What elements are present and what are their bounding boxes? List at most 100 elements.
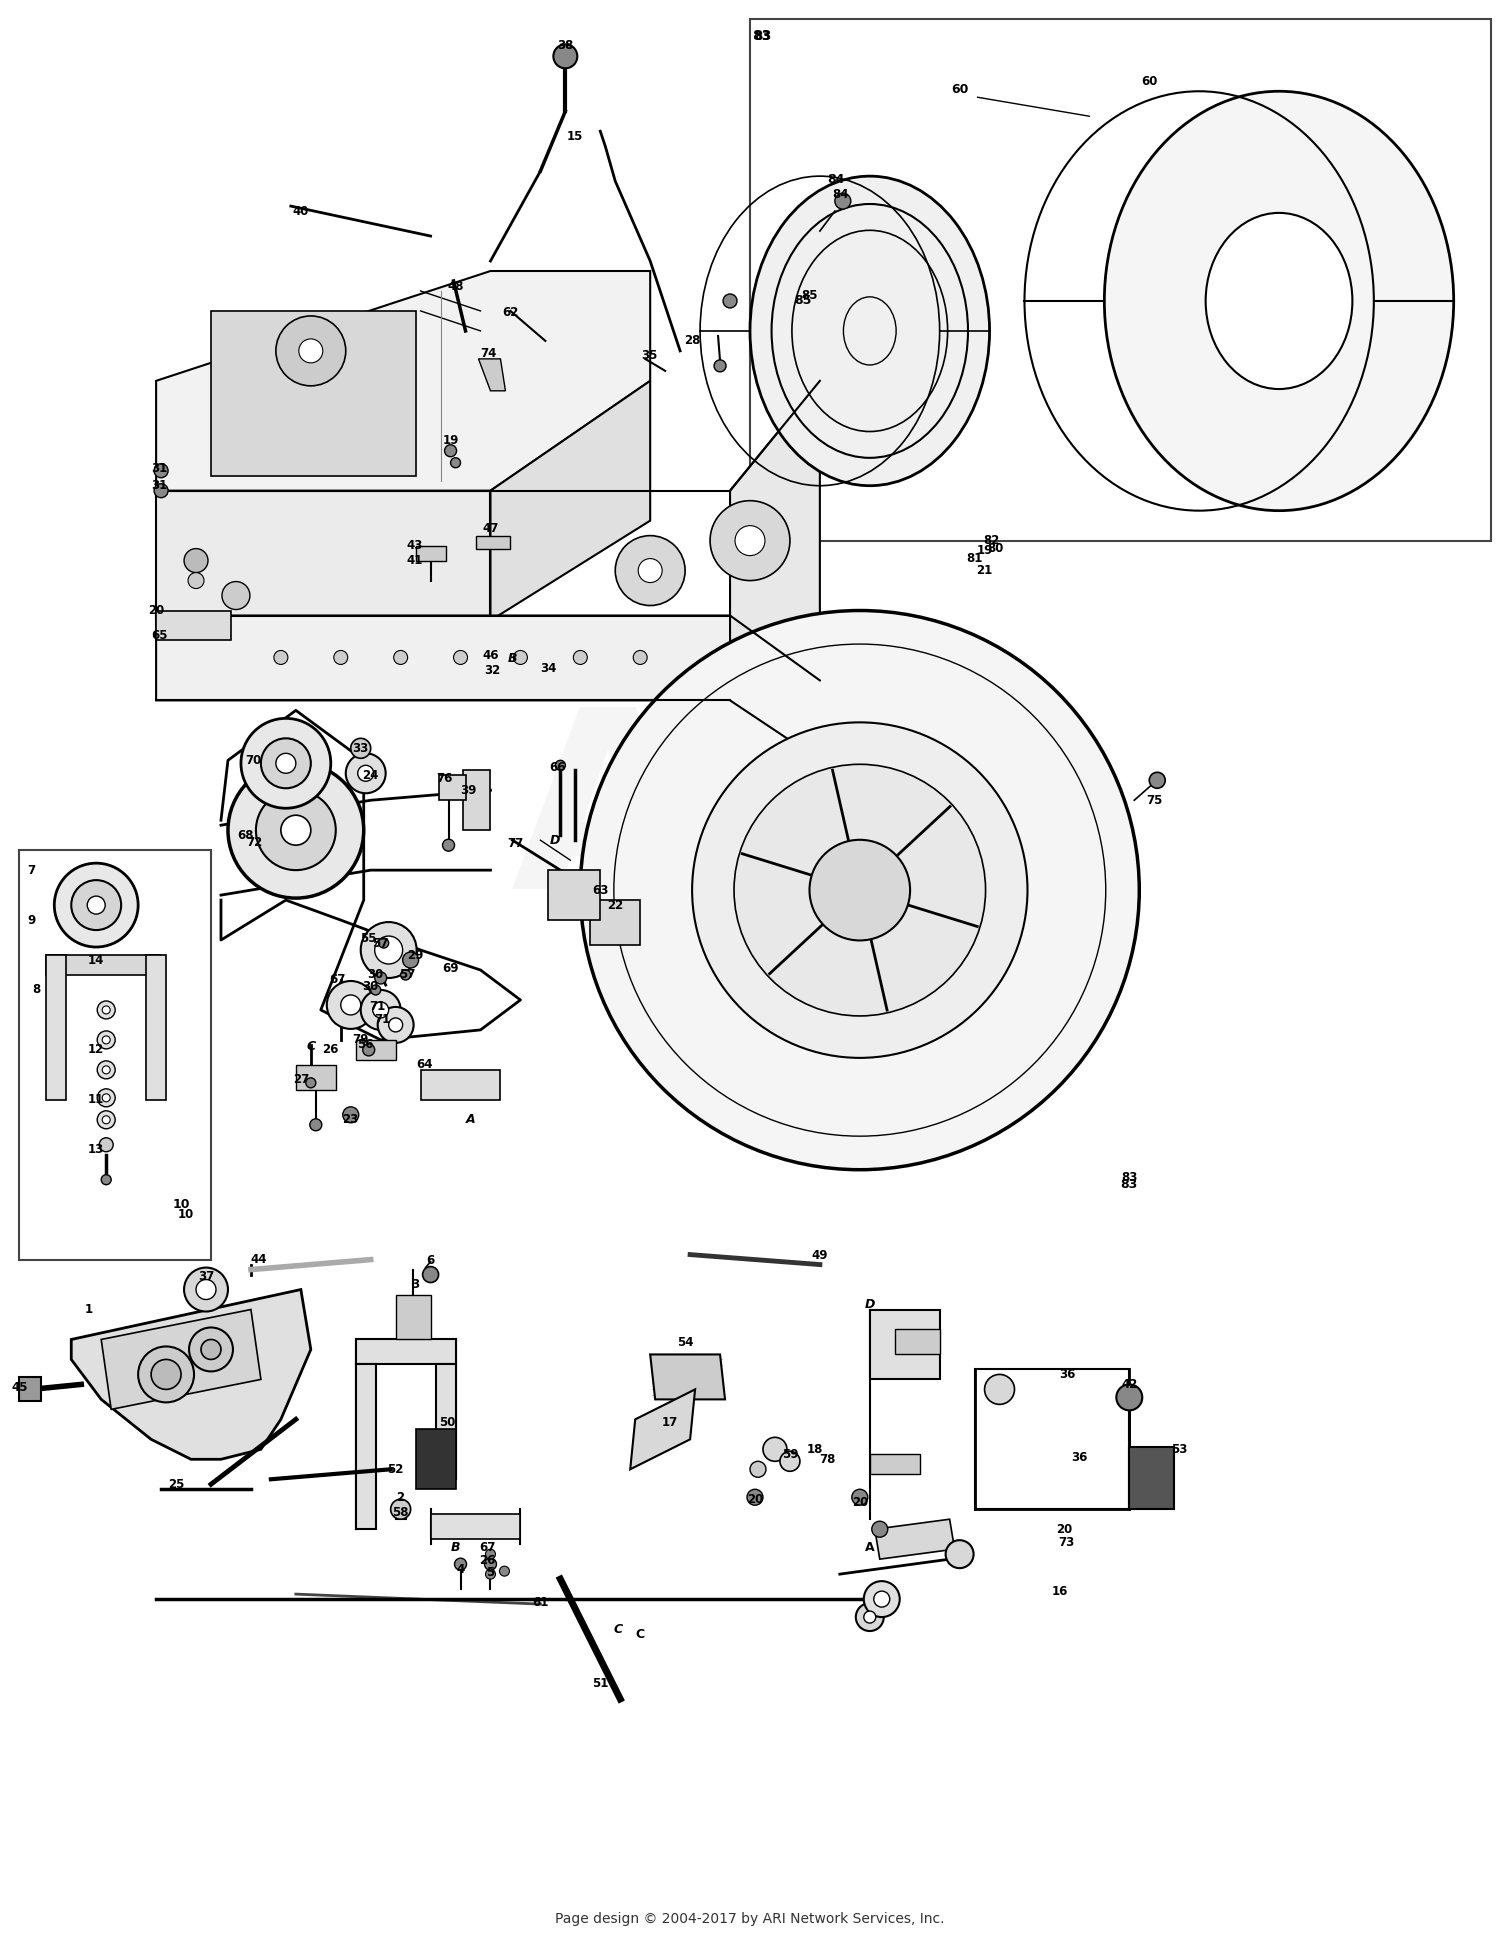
Circle shape bbox=[836, 192, 850, 210]
Text: 22: 22 bbox=[608, 899, 624, 912]
Text: 60: 60 bbox=[1142, 76, 1158, 87]
Text: D: D bbox=[550, 835, 561, 846]
Polygon shape bbox=[146, 955, 166, 1101]
Text: 68: 68 bbox=[237, 829, 254, 842]
Circle shape bbox=[453, 650, 468, 664]
Text: 84: 84 bbox=[833, 188, 849, 200]
Text: 10: 10 bbox=[178, 1207, 194, 1221]
Polygon shape bbox=[438, 774, 465, 800]
Text: 10: 10 bbox=[172, 1198, 190, 1211]
Text: 77: 77 bbox=[507, 837, 524, 850]
Text: B: B bbox=[507, 652, 518, 666]
Circle shape bbox=[638, 559, 662, 582]
Text: 12: 12 bbox=[88, 1044, 105, 1056]
Polygon shape bbox=[156, 272, 650, 491]
Polygon shape bbox=[356, 1365, 375, 1530]
Circle shape bbox=[423, 1267, 438, 1283]
Circle shape bbox=[228, 763, 363, 899]
Circle shape bbox=[486, 1549, 495, 1559]
Circle shape bbox=[450, 458, 460, 468]
Polygon shape bbox=[20, 1378, 42, 1401]
Text: 76: 76 bbox=[436, 773, 453, 784]
Circle shape bbox=[98, 1089, 116, 1106]
Text: 5: 5 bbox=[486, 1566, 495, 1578]
Circle shape bbox=[1149, 773, 1166, 788]
Circle shape bbox=[98, 1110, 116, 1130]
Text: 49: 49 bbox=[812, 1250, 828, 1262]
Text: 16: 16 bbox=[1052, 1584, 1068, 1597]
Text: 78: 78 bbox=[819, 1452, 836, 1465]
Circle shape bbox=[484, 1559, 496, 1570]
Circle shape bbox=[242, 718, 332, 807]
Circle shape bbox=[692, 722, 1028, 1058]
Circle shape bbox=[554, 45, 578, 68]
Polygon shape bbox=[396, 1295, 430, 1339]
Circle shape bbox=[378, 938, 388, 947]
Circle shape bbox=[102, 1095, 110, 1102]
Circle shape bbox=[370, 984, 381, 996]
Circle shape bbox=[363, 1044, 375, 1056]
Circle shape bbox=[864, 1582, 900, 1617]
Polygon shape bbox=[46, 955, 160, 974]
Circle shape bbox=[573, 650, 588, 664]
Circle shape bbox=[1116, 1384, 1143, 1411]
Text: C: C bbox=[636, 1628, 645, 1640]
Circle shape bbox=[327, 980, 375, 1029]
Text: 29: 29 bbox=[408, 949, 424, 961]
Text: 17: 17 bbox=[662, 1415, 678, 1429]
Text: 83: 83 bbox=[753, 29, 771, 43]
Circle shape bbox=[102, 1066, 110, 1073]
Text: 23: 23 bbox=[342, 1114, 358, 1126]
Text: 20: 20 bbox=[747, 1493, 764, 1506]
Circle shape bbox=[340, 996, 360, 1015]
Text: 69: 69 bbox=[442, 961, 459, 974]
Circle shape bbox=[100, 1174, 111, 1184]
Polygon shape bbox=[591, 901, 640, 945]
Text: 59: 59 bbox=[782, 1448, 798, 1462]
Polygon shape bbox=[1130, 1448, 1174, 1510]
Text: 24: 24 bbox=[363, 769, 380, 782]
Text: 27: 27 bbox=[292, 1073, 309, 1087]
Circle shape bbox=[378, 1007, 414, 1042]
Text: 62: 62 bbox=[503, 307, 519, 320]
Text: Page design © 2004-2017 by ARI Network Services, Inc.: Page design © 2004-2017 by ARI Network S… bbox=[555, 1912, 945, 1925]
Polygon shape bbox=[46, 955, 66, 1101]
Text: 2: 2 bbox=[396, 1491, 405, 1504]
Circle shape bbox=[98, 1031, 116, 1048]
Circle shape bbox=[344, 1106, 358, 1122]
Text: 71: 71 bbox=[375, 1013, 392, 1027]
Polygon shape bbox=[156, 491, 491, 621]
Text: 75: 75 bbox=[1146, 794, 1162, 807]
Text: 64: 64 bbox=[417, 1058, 434, 1071]
Text: 32: 32 bbox=[484, 664, 501, 677]
Circle shape bbox=[184, 549, 209, 573]
Circle shape bbox=[780, 1452, 800, 1471]
Text: 66: 66 bbox=[549, 761, 566, 774]
Text: 83: 83 bbox=[1120, 1178, 1138, 1192]
Polygon shape bbox=[356, 1339, 456, 1365]
Circle shape bbox=[486, 1568, 495, 1580]
Circle shape bbox=[714, 359, 726, 373]
Text: 34: 34 bbox=[540, 662, 556, 675]
Circle shape bbox=[442, 839, 454, 852]
Circle shape bbox=[306, 1077, 316, 1087]
Text: 7: 7 bbox=[27, 864, 36, 877]
Polygon shape bbox=[730, 380, 821, 761]
Text: 1: 1 bbox=[86, 1302, 93, 1316]
Circle shape bbox=[351, 738, 370, 759]
Ellipse shape bbox=[1206, 214, 1353, 388]
Circle shape bbox=[615, 536, 686, 606]
Text: 53: 53 bbox=[1172, 1442, 1188, 1456]
Text: 26: 26 bbox=[322, 1044, 339, 1056]
Text: 25: 25 bbox=[168, 1477, 184, 1491]
Circle shape bbox=[360, 990, 401, 1031]
Text: 52: 52 bbox=[387, 1464, 404, 1475]
Polygon shape bbox=[870, 1310, 939, 1380]
Text: 73: 73 bbox=[1059, 1535, 1074, 1549]
Polygon shape bbox=[435, 1365, 456, 1479]
Circle shape bbox=[201, 1339, 220, 1359]
Circle shape bbox=[454, 1559, 466, 1570]
Text: 42: 42 bbox=[1120, 1378, 1137, 1392]
Text: 30: 30 bbox=[363, 980, 380, 994]
Circle shape bbox=[388, 1017, 402, 1033]
